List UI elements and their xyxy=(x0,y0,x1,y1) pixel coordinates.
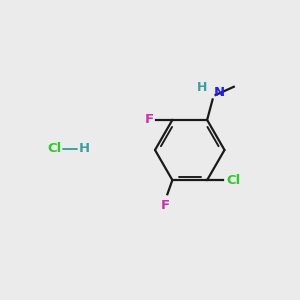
Text: Cl: Cl xyxy=(226,174,241,187)
Text: F: F xyxy=(145,113,154,126)
Text: H: H xyxy=(78,142,90,155)
Text: F: F xyxy=(160,199,169,212)
Text: Cl: Cl xyxy=(47,142,62,155)
Text: N: N xyxy=(214,86,225,99)
Text: H: H xyxy=(197,81,208,94)
